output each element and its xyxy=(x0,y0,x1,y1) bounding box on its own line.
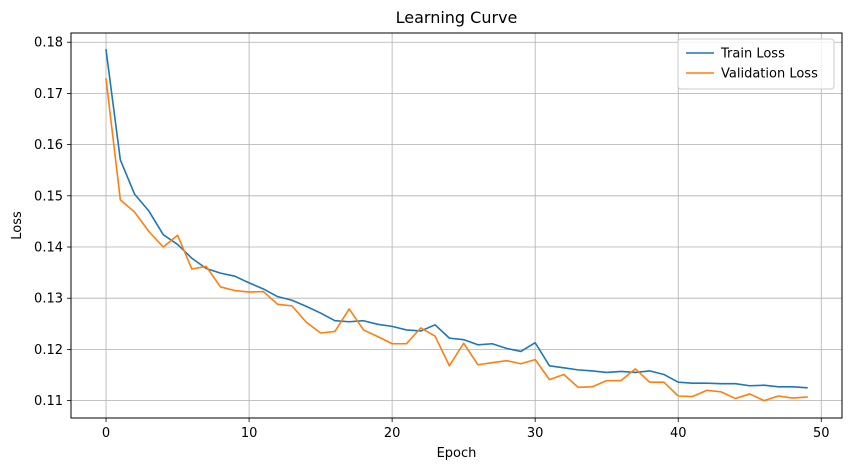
x-tick-label: 40 xyxy=(670,426,687,441)
x-tick-label: 10 xyxy=(241,426,258,441)
series-layer xyxy=(105,48,808,402)
x-tick-label: 30 xyxy=(527,426,544,441)
plot-area-frame xyxy=(70,32,843,419)
x-axis-label: Epoch xyxy=(437,446,477,461)
y-axis-label: Loss xyxy=(10,211,25,240)
series-line-train-loss xyxy=(105,48,808,389)
chart-title: Learning Curve xyxy=(396,8,518,27)
y-tick-label: 0.15 xyxy=(34,189,63,204)
legend-box xyxy=(677,38,835,90)
x-tick-label: 50 xyxy=(813,426,830,441)
y-tick-label: 0.11 xyxy=(34,394,63,409)
x-tick-label: 20 xyxy=(384,426,401,441)
y-tick-label: 0.12 xyxy=(34,343,63,358)
legend-label: Train Loss xyxy=(720,47,785,62)
axis-ticks: 0 10 20 30 40 50 0.11 0.12 0.13 0.14 0.15 0.16 0.17 0… xyxy=(34,36,829,441)
y-tick-label: 0.16 xyxy=(34,138,63,153)
y-tick-label: 0.14 xyxy=(34,241,63,256)
series-line-validation-loss xyxy=(105,78,808,402)
x-tick-label: 0 xyxy=(102,426,110,441)
legend-label: Validation Loss xyxy=(721,67,818,82)
grid-lines xyxy=(71,33,842,418)
legend: Train Loss Validation Loss xyxy=(677,38,835,90)
y-tick-label: 0.17 xyxy=(34,87,63,102)
y-tick-label: 0.13 xyxy=(34,292,63,307)
y-tick-label: 0.18 xyxy=(34,36,63,51)
